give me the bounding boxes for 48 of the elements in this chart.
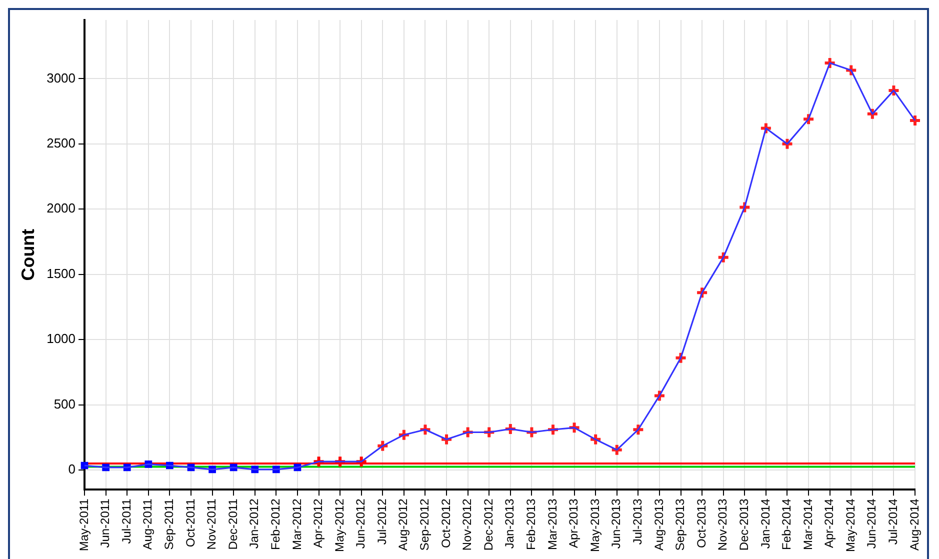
x-tick-label: Aug-2011: [140, 498, 155, 550]
x-tick-label: Jan-2013: [502, 498, 517, 549]
x-tick-label: Apr-2013: [566, 498, 581, 548]
x-tick-label: Nov-2012: [460, 498, 474, 551]
x-tick-label: Jun-2014: [864, 498, 879, 549]
x-tick-label: Jul-2014: [886, 498, 900, 545]
x-tick-label: Feb-2013: [524, 498, 538, 550]
x-tick-label: May-2011: [76, 498, 91, 552]
y-axis-title: Count: [18, 228, 38, 281]
x-tick-label: Aug-2014: [907, 498, 922, 551]
y-tick-label: 2500: [46, 136, 76, 151]
y-tick-label: 1500: [46, 266, 76, 281]
x-tick-label: Sep-2012: [418, 498, 432, 551]
x-tick-label: Dec-2012: [481, 498, 496, 551]
x-tick-label: Apr-2012: [311, 498, 326, 548]
x-tick-label: Jun-2011: [98, 498, 112, 548]
x-tick-label: Aug-2012: [396, 498, 410, 551]
x-tick-label: Mar-2013: [545, 498, 560, 550]
x-tick-label: May-2012: [332, 498, 346, 552]
y-tick-label: 0: [68, 462, 76, 477]
x-tick-label: Aug-2013: [652, 498, 666, 551]
x-tick-label: Oct-2013: [694, 498, 708, 548]
x-tick-label: Mar-2014: [800, 498, 815, 550]
x-tick-label: Jan-2012: [247, 498, 262, 549]
x-tick-label: Feb-2012: [268, 498, 282, 550]
x-tick-label: Nov-2011: [204, 498, 219, 550]
x-tick-label: Sep-2011: [162, 498, 176, 550]
x-tick-label: Jan-2014: [758, 498, 772, 549]
y-tick-label: 1000: [46, 331, 76, 346]
x-tick-label: Jun-2012: [354, 498, 368, 549]
x-tick-label: Jul-2013: [630, 498, 644, 545]
x-tick-label: Oct-2012: [438, 498, 453, 548]
x-tick-label: May-2014: [843, 498, 858, 552]
x-tick-label: Apr-2014: [822, 498, 836, 548]
x-tick-label: Dec-2013: [736, 498, 751, 551]
y-tick-label: 500: [54, 396, 76, 412]
y-tick-label: 2000: [46, 200, 76, 216]
x-tick-label: Feb-2014: [780, 498, 794, 550]
x-tick-label: Jul-2012: [374, 498, 389, 545]
x-tick-label: Mar-2012: [290, 498, 304, 550]
x-tick-label: Jul-2011: [119, 498, 134, 544]
y-tick-label: 3000: [46, 70, 76, 86]
x-tick-label: Oct-2011: [183, 498, 198, 548]
x-tick-label: Dec-2011: [226, 498, 240, 550]
x-tick-label: Jun-2013: [609, 498, 624, 549]
x-tick-label: May-2013: [588, 498, 602, 552]
x-tick-label: Nov-2013: [716, 498, 730, 551]
x-tick-label: Sep-2013: [673, 498, 688, 551]
